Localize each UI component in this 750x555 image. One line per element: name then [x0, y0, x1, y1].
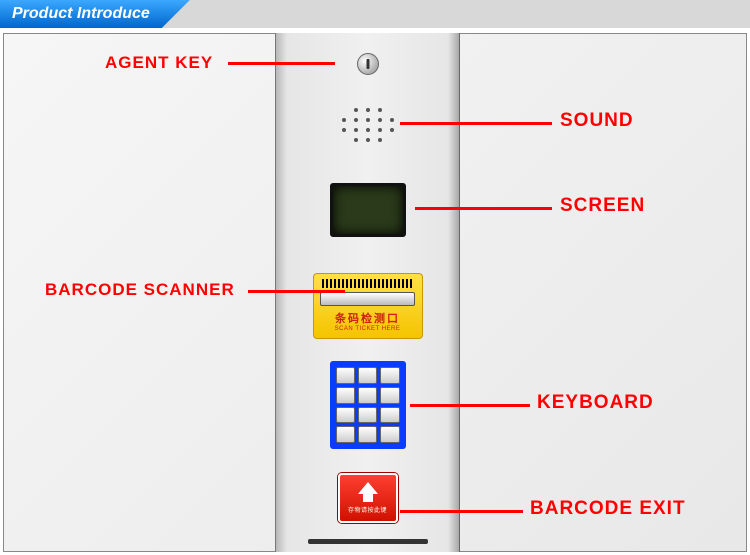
scanner-label-cn: 条码检测口 [314, 310, 422, 326]
callout-label-sound: SOUND [560, 110, 634, 132]
keypad-key [336, 407, 355, 424]
exit-button-label: 存物请按此键 [348, 505, 387, 514]
barcode-exit-slot [308, 539, 428, 544]
speaker-grille [338, 105, 398, 145]
keypad [336, 367, 400, 443]
keypad-key [358, 426, 377, 443]
callout-line-agent-key [228, 62, 335, 65]
callout-line-keyboard [410, 404, 530, 407]
up-arrow-stem [363, 494, 373, 502]
keypad-key [358, 407, 377, 424]
callout-line-barcode-exit [400, 510, 523, 513]
keypad-key [336, 387, 355, 404]
header-title: Product Introduce [0, 0, 190, 28]
keypad-key [336, 367, 355, 384]
callout-line-sound [400, 122, 552, 125]
keypad-key [380, 387, 399, 404]
keypad-frame [330, 361, 406, 449]
barcode-graphic [322, 279, 414, 288]
callout-label-keyboard: KEYBOARD [537, 392, 654, 414]
keypad-key [380, 407, 399, 424]
keypad-key [380, 426, 399, 443]
keypad-key [358, 387, 377, 404]
callout-label-barcode-exit: BARCODE EXIT [530, 498, 686, 520]
lcd-screen [330, 183, 406, 237]
callout-label-barcode-scanner: BARCODE SCANNER [45, 280, 235, 300]
callout-label-agent-key: AGENT KEY [105, 53, 213, 73]
keypad-key [336, 426, 355, 443]
callout-label-screen: SCREEN [560, 195, 645, 217]
barcode-scanner-panel: 条码检测口 SCAN TICKET HERE [313, 273, 423, 339]
scanner-label-en: SCAN TICKET HERE [314, 326, 422, 332]
keypad-key [380, 367, 399, 384]
up-arrow-icon [358, 482, 378, 494]
agent-key-lock [357, 53, 379, 75]
callout-line-barcode-scanner [248, 290, 345, 293]
keypad-key [358, 367, 377, 384]
callout-line-screen [415, 207, 552, 210]
barcode-exit-button: 存物请按此键 [338, 473, 398, 523]
scanner-slot [320, 292, 415, 306]
